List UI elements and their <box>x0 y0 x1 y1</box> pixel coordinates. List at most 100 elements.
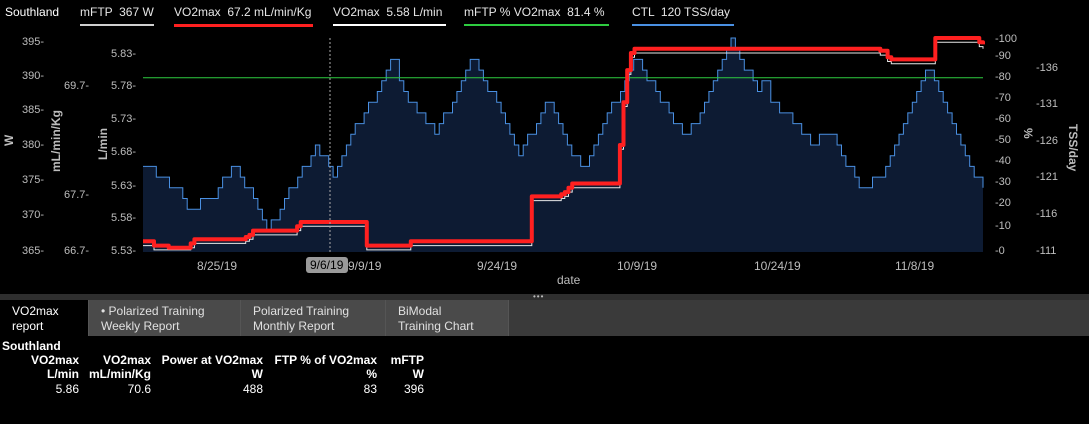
legend-mftp-pct-vo2max[interactable]: mFTP % VO2max 81.4 % <box>464 5 605 19</box>
x-tick-label: 9/9/19 <box>348 259 382 273</box>
axis-pct-label: % <box>1021 128 1035 139</box>
legend-ctl[interactable]: CTL 120 TSS/day <box>632 5 731 19</box>
column-unit: W <box>412 367 424 381</box>
axis-mlkg-tick: 66.7- <box>64 245 89 257</box>
tab-bimodal-chart[interactable]: BiModal Training Chart <box>386 300 509 336</box>
cursor-date-badge <box>306 257 348 273</box>
tab-label: • Polarized Training <box>101 304 205 318</box>
legend-vo2max-lmin-swatch <box>333 24 446 26</box>
axis-w-tick: 365- <box>22 245 44 257</box>
tab-label: report <box>12 319 44 333</box>
legend-mftp-pct-swatch <box>464 24 609 26</box>
axis-pct-tick: -50 <box>995 134 1011 146</box>
axis-lmin: L/min 5.83- 5.78- 5.73- 5.68- 5.63- 5.58… <box>96 48 136 257</box>
report-tabs: VO2max report • Polarized Training Weekl… <box>0 300 1089 336</box>
axis-pct-tick: -80 <box>995 71 1011 83</box>
axis-lmin-tick: 5.58- <box>111 212 136 224</box>
axis-w-tick: 380- <box>22 139 44 151</box>
legend-mftp-swatch <box>80 24 154 26</box>
splitter-grip-icon[interactable]: ••• <box>533 292 545 301</box>
tab-label: Training Chart <box>398 319 474 333</box>
legend-vo2max-mlkg-swatch <box>174 24 313 27</box>
tab-label: Polarized Training <box>253 304 350 318</box>
legend-ctl-swatch <box>632 24 734 26</box>
axis-w-label: W <box>2 134 16 146</box>
chart-canvas[interactable]: W 395- 390- 385- 380- 375- 370- 365- mL/… <box>0 0 1089 294</box>
cursor-date-label: 9/6/19 <box>310 258 344 272</box>
axis-w-tick: 385- <box>22 104 44 116</box>
axis-tss: TSS/day -136 -131 -126 -121 -116 -111 <box>1036 62 1080 257</box>
axis-mlkg-label: mL/min/Kg <box>49 110 63 172</box>
tab-label: VO2max <box>12 304 59 318</box>
axis-pct: % -100 -90 -80 -70 -60 -50 -40 -30 -20 -… <box>995 33 1035 257</box>
axis-mlkg: mL/min/Kg 69.7- 67.7- 66.7- <box>49 80 89 257</box>
column-unit: W <box>251 367 263 381</box>
axis-tss-tick: -136 <box>1036 62 1058 74</box>
axis-pct-tick: -40 <box>995 155 1011 167</box>
axis-pct-tick: -30 <box>995 176 1011 188</box>
column-header: FTP % of VO2max <box>274 353 377 367</box>
x-tick-label: 10/24/19 <box>754 259 801 273</box>
axis-pct-tick: -70 <box>995 92 1011 104</box>
column-value: 70.6 <box>127 382 151 396</box>
axis-pct-tick: -100 <box>995 33 1017 45</box>
x-tick-label: 10/9/19 <box>617 259 657 273</box>
column-value: 83 <box>363 382 377 396</box>
axis-w-tick: 370- <box>22 209 44 221</box>
axis-pct-tick: -0 <box>995 245 1005 257</box>
tab-label: Weekly Report <box>101 319 180 333</box>
column-header: Power at VO2max <box>161 353 263 367</box>
axis-pct-tick: -60 <box>995 113 1011 125</box>
axis-pct-tick: -90 <box>995 50 1011 62</box>
column-header: VO2max <box>102 353 151 367</box>
legend-vo2max-lmin[interactable]: VO2max 5.58 L/min <box>333 5 443 19</box>
legend-mftp[interactable]: mFTP 367 W <box>80 5 154 19</box>
ctl-line <box>143 37 984 232</box>
plot-area[interactable] <box>143 36 985 252</box>
axis-lmin-tick: 5.78- <box>111 80 136 92</box>
x-tick-label: 9/24/19 <box>477 259 517 273</box>
axis-w-tick: 390- <box>22 70 44 82</box>
column-unit: mL/min/Kg <box>89 367 151 381</box>
axis-mlkg-tick: 69.7- <box>64 80 89 92</box>
chart-legend: Southland mFTP 367 W VO2max 67.2 mL/min/… <box>0 0 1089 30</box>
axis-tss-label: TSS/day <box>1066 124 1080 172</box>
panel-splitter[interactable]: ••• <box>0 292 1089 301</box>
column-unit: L/min <box>47 367 79 381</box>
axis-w-tick: 395- <box>22 36 44 48</box>
axis-tss-tick: -121 <box>1036 171 1058 183</box>
x-axis-label: date <box>557 273 581 287</box>
axis-tss-tick: -116 <box>1036 208 1057 220</box>
column-unit: % <box>366 367 377 381</box>
column-header: VO2max <box>30 353 79 367</box>
x-tick-label: 8/25/19 <box>197 259 237 273</box>
axis-tss-tick: -126 <box>1036 135 1058 147</box>
axis-lmin-tick: 5.68- <box>111 146 136 158</box>
axis-lmin-tick: 5.53- <box>111 245 136 257</box>
axis-lmin-tick: 5.63- <box>111 180 136 192</box>
tab-label: Monthly Report <box>253 319 335 333</box>
legend-athlete-name: Southland <box>5 5 60 19</box>
axis-lmin-label: L/min <box>96 128 110 160</box>
axis-tss-tick: -131 <box>1036 98 1058 110</box>
x-axis: 8/25/19 9/6/19 9/9/19 9/24/19 10/9/19 10… <box>197 257 934 287</box>
tab-polarized-weekly[interactable]: • Polarized Training Weekly Report <box>89 300 241 336</box>
axis-pct-tick: -10 <box>995 220 1011 232</box>
axis-pct-tick: -20 <box>995 197 1011 209</box>
x-tick-label: 11/8/19 <box>895 259 934 273</box>
column-header: mFTP <box>390 353 424 367</box>
vo2max-mlkg-line <box>143 36 985 250</box>
tab-vo2max-report[interactable]: VO2max report <box>0 300 89 336</box>
tab-label: BiModal <box>398 304 442 318</box>
column-value: 488 <box>242 382 263 396</box>
vo2max-report-table: Southland VO2max L/min 5.86 VO2max mL/mi… <box>0 336 1089 424</box>
axis-lmin-tick: 5.73- <box>111 113 136 125</box>
axis-w-tick: 375- <box>22 174 44 186</box>
legend-vo2max-mlkg[interactable]: VO2max 67.2 mL/min/Kg <box>174 5 312 19</box>
axis-tss-tick: -111 <box>1036 245 1056 257</box>
axis-lmin-tick: 5.83- <box>111 48 136 60</box>
column-value: 396 <box>403 382 424 396</box>
report-title: Southland <box>2 339 61 353</box>
tab-polarized-monthly[interactable]: Polarized Training Monthly Report <box>241 300 386 336</box>
vo2max-lmin-line <box>143 41 984 251</box>
